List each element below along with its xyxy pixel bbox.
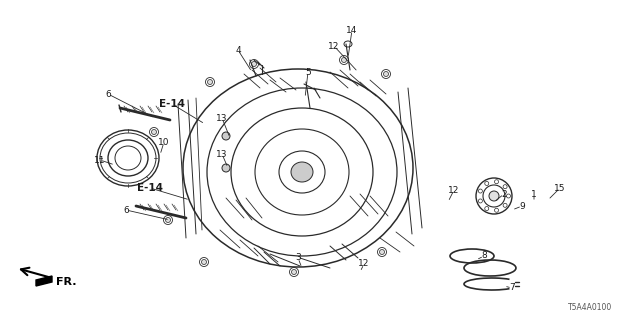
Text: 8: 8 [481, 252, 487, 260]
Polygon shape [36, 276, 52, 286]
Text: 2: 2 [501, 189, 507, 198]
Text: 1: 1 [531, 189, 537, 198]
Ellipse shape [291, 269, 296, 275]
Ellipse shape [166, 218, 170, 222]
Ellipse shape [380, 250, 385, 254]
Ellipse shape [222, 164, 230, 172]
Ellipse shape [342, 58, 346, 62]
Ellipse shape [489, 191, 499, 201]
Ellipse shape [222, 132, 230, 140]
Ellipse shape [152, 130, 157, 134]
Text: 11: 11 [94, 156, 106, 164]
Text: 6: 6 [123, 205, 129, 214]
Ellipse shape [291, 162, 313, 182]
Ellipse shape [202, 260, 207, 265]
Text: 10: 10 [158, 138, 170, 147]
Text: T5A4A0100: T5A4A0100 [568, 303, 612, 312]
Text: 12: 12 [448, 186, 460, 195]
Text: E-14: E-14 [137, 183, 163, 193]
Text: 6: 6 [105, 90, 111, 99]
Text: 7: 7 [509, 284, 515, 292]
Text: 12: 12 [358, 260, 370, 268]
Text: 3: 3 [295, 253, 301, 262]
Text: 4: 4 [235, 45, 241, 54]
Text: FR.: FR. [56, 277, 76, 287]
Text: 12: 12 [328, 42, 340, 51]
Text: 9: 9 [519, 202, 525, 211]
Text: 14: 14 [346, 26, 358, 35]
Text: 13: 13 [216, 114, 228, 123]
Text: E-14: E-14 [159, 99, 185, 109]
Text: 5: 5 [305, 68, 311, 76]
Text: 13: 13 [216, 149, 228, 158]
Ellipse shape [383, 71, 388, 76]
Ellipse shape [207, 79, 212, 84]
Ellipse shape [252, 61, 257, 67]
Text: 15: 15 [554, 183, 566, 193]
